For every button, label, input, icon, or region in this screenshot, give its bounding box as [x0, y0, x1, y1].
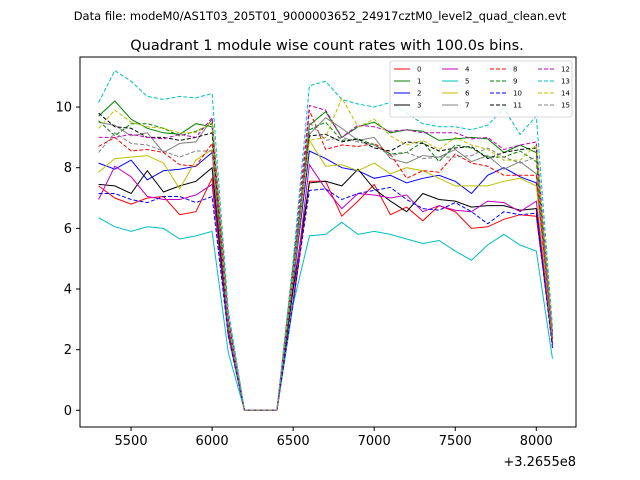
- plot-lines: [98, 69, 553, 411]
- legend-label-11: 11: [513, 102, 522, 110]
- x-tick-label: 5500: [115, 434, 148, 449]
- series-line-10: [98, 186, 553, 411]
- x-axis: 5500 6000 6500 7000 7500 8000: [115, 427, 553, 449]
- x-tick-label: 7500: [439, 434, 472, 449]
- y-tick-label: 10: [55, 101, 72, 116]
- legend-label-0: 0: [417, 66, 421, 74]
- series-line-5: [98, 217, 553, 411]
- x-tick-label: 8000: [520, 434, 553, 449]
- y-tick-label: 4: [64, 283, 72, 298]
- series-line-3: [98, 166, 553, 411]
- series-line-0: [98, 176, 553, 411]
- chart-suptitle: Data file: modeM0/AS1T03_205T01_90000036…: [74, 9, 567, 23]
- chart-title: Quadrant 1 module wise count rates with …: [130, 38, 524, 54]
- legend-box: [389, 60, 573, 118]
- series-line-6: [98, 138, 553, 411]
- legend-label-1: 1: [417, 78, 421, 86]
- y-tick-label: 2: [64, 343, 72, 358]
- x-offset-label: +3.2655e8: [503, 455, 576, 470]
- x-tick-label: 6500: [277, 434, 310, 449]
- legend-label-3: 3: [417, 102, 421, 110]
- series-line-12: [98, 104, 553, 411]
- legend-label-14: 14: [561, 90, 570, 98]
- legend-label-7: 7: [465, 102, 469, 110]
- legend-label-4: 4: [465, 66, 470, 74]
- series-line-2: [98, 150, 553, 411]
- x-tick-label: 6000: [196, 434, 229, 449]
- legend-label-10: 10: [513, 90, 522, 98]
- legend-label-8: 8: [513, 66, 517, 74]
- legend-label-2: 2: [417, 90, 421, 98]
- series-line-11: [98, 112, 553, 411]
- legend-label-5: 5: [465, 78, 469, 86]
- series-line-1: [98, 100, 553, 411]
- series-line-4: [98, 163, 553, 411]
- x-tick-label: 7000: [358, 434, 391, 449]
- series-line-7: [98, 117, 553, 411]
- series-line-14: [98, 96, 553, 411]
- legend-label-6: 6: [465, 90, 470, 98]
- legend-label-13: 13: [561, 78, 570, 86]
- series-line-9: [98, 120, 553, 411]
- y-axis: 0 2 4 6 8 10: [55, 101, 80, 419]
- plot-area-frame: [79, 56, 577, 428]
- series-line-13: [98, 69, 553, 411]
- y-tick-label: 8: [64, 161, 72, 176]
- y-tick-label: 0: [64, 404, 72, 419]
- series-line-15: [98, 121, 553, 411]
- series-line-8: [98, 109, 553, 411]
- legend-label-9: 9: [513, 78, 517, 86]
- legend-label-12: 12: [561, 66, 570, 74]
- legend-label-15: 15: [561, 102, 570, 110]
- y-tick-label: 6: [64, 222, 72, 237]
